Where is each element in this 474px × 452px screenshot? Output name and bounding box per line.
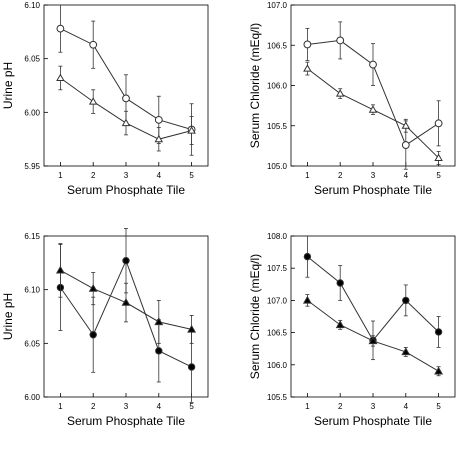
y-tick-label: 6.05: [24, 339, 40, 348]
y-tick-label: 106.0: [267, 82, 288, 91]
data-point: [335, 320, 345, 329]
y-tick-label: 6.05: [24, 55, 40, 64]
x-tick-label: 2: [338, 402, 343, 411]
x-tick-label: 2: [338, 171, 343, 180]
y-axis-label: Urine pH: [1, 62, 15, 109]
y-tick-label: 5.95: [24, 162, 40, 171]
y-tick-label: 107.5: [267, 264, 288, 273]
data-point: [302, 295, 312, 304]
y-tick-label: 105.0: [267, 162, 288, 171]
data-point: [187, 324, 197, 333]
data-point: [368, 336, 378, 345]
x-tick-label: 3: [124, 402, 129, 411]
data-point: [336, 36, 345, 45]
data-point: [89, 331, 97, 339]
data-point: [401, 141, 410, 149]
data-point: [368, 105, 378, 113]
data-point: [303, 252, 312, 261]
series-2: [302, 294, 444, 377]
y-tick-label: 106.5: [267, 41, 288, 50]
x-tick-label: 4: [404, 171, 409, 180]
data-point: [401, 121, 411, 129]
y-axis-label: Serum Chloride (mEq/l): [248, 254, 262, 379]
x-tick-label: 5: [189, 402, 194, 411]
data-point: [303, 40, 312, 49]
x-tick-label: 1: [58, 171, 63, 180]
x-axis-label: Serum Phosphate Tile: [314, 414, 432, 428]
x-tick-label: 5: [436, 171, 441, 180]
data-point: [434, 328, 443, 336]
plot-frame: [290, 235, 456, 398]
x-tick-label: 4: [157, 171, 162, 180]
x-tick-label: 2: [91, 402, 96, 411]
x-tick-label: 1: [305, 402, 310, 411]
data-point: [55, 265, 65, 274]
x-axis-label: Serum Phosphate Tile: [67, 414, 185, 428]
data-point: [154, 115, 163, 124]
data-point: [88, 283, 98, 292]
chart-panel-2: 1 2 3 4 5 105.0 105.5 106.0 106.5 107.0 Serum Phos…: [248, 1, 456, 197]
y-axis-label: Serum Chloride (mEq/l): [248, 23, 262, 148]
x-tick-label: 3: [371, 402, 376, 411]
data-point: [402, 296, 410, 305]
series-2: [55, 243, 197, 344]
data-point: [187, 126, 196, 134]
data-point: [56, 24, 65, 33]
data-point: [122, 256, 130, 265]
y-tick-label: 106.0: [267, 361, 288, 370]
x-tick-label: 3: [371, 171, 376, 180]
data-point: [56, 73, 65, 82]
x-tick-label: 1: [58, 402, 63, 411]
x-axis-label: Serum Phosphate Tile: [314, 183, 432, 197]
y-tick-label: 106.5: [267, 329, 288, 338]
y-tick-label: 6.10: [24, 286, 40, 295]
data-point: [88, 97, 98, 105]
y-axis-label: Urine pH: [1, 293, 15, 340]
data-point: [154, 317, 164, 326]
y-tick-label: 6.00: [24, 108, 40, 117]
data-point: [155, 347, 163, 355]
data-point: [335, 89, 345, 97]
y-tick-label: 107.0: [267, 1, 288, 10]
x-tick-label: 2: [91, 171, 96, 180]
data-point: [154, 134, 164, 143]
data-point: [401, 347, 411, 356]
data-point: [434, 119, 443, 128]
x-tick-label: 3: [124, 171, 129, 180]
y-tick-label: 6.10: [24, 1, 40, 10]
data-point: [121, 118, 131, 127]
series-1: [303, 21, 443, 170]
y-tick-label: 105.5: [267, 122, 288, 131]
y-tick-label: 6.15: [24, 232, 40, 241]
data-point: [121, 297, 131, 306]
x-tick-label: 5: [189, 171, 194, 180]
data-point: [336, 279, 344, 287]
data-point: [89, 40, 98, 49]
chart-panel-3: 1 2 3 4 5 6.00 6.05 6.10 6.15 Serum Phosphate Til…: [1, 228, 209, 428]
series-2: [56, 65, 196, 152]
x-tick-label: 1: [305, 171, 310, 180]
y-tick-label: 105.5: [267, 393, 288, 402]
series-2: [303, 61, 443, 165]
x-axis-label: Serum Phosphate Tile: [67, 183, 185, 197]
data-point: [369, 60, 377, 69]
y-tick-label: 107.0: [267, 296, 288, 305]
x-tick-label: 4: [157, 402, 162, 411]
x-tick-label: 5: [436, 402, 441, 411]
x-tick-label: 4: [404, 402, 409, 411]
y-tick-label: 6.00: [24, 393, 40, 402]
y-tick-label: 108.0: [267, 232, 288, 241]
data-point: [434, 153, 443, 161]
data-point: [303, 64, 312, 72]
data-point: [434, 366, 444, 375]
data-point: [187, 363, 196, 371]
chart-panel-4: 1 2 3 4 5 105.5 106.0 106.5 107.0 107.5 108.0 Serum…: [248, 232, 456, 428]
chart-panel-1: 1 2 3 4 5 5.95 6.00 6.05 6.10 Serum Phosphate Til…: [1, 1, 209, 197]
data-point: [122, 94, 130, 103]
